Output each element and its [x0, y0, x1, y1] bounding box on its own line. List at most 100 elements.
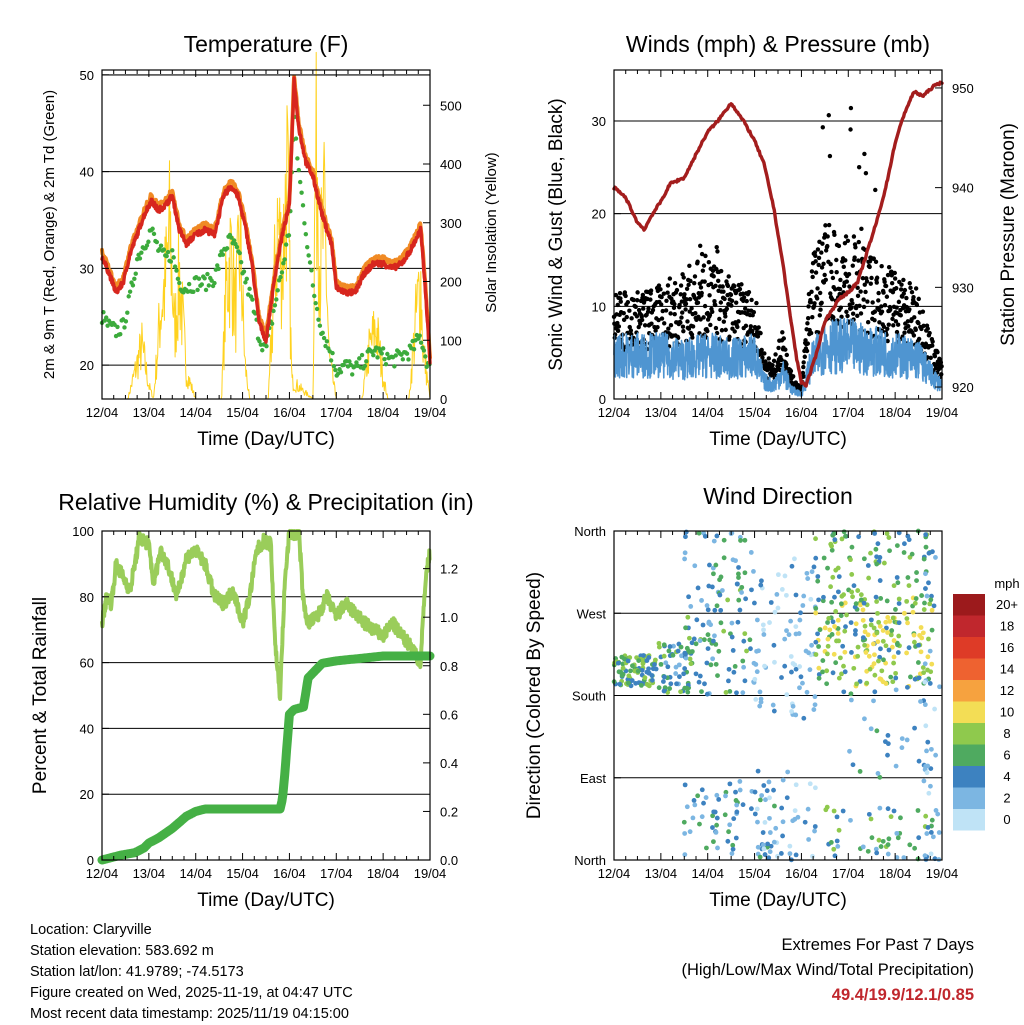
direction-point: [682, 556, 688, 562]
direction-point: [759, 578, 764, 584]
direction-point: [784, 692, 790, 698]
dewpoint-point: [293, 136, 299, 141]
gust-point: [636, 307, 642, 313]
legend-label: 4: [1003, 769, 1010, 784]
direction-point: [893, 763, 899, 769]
gust-point: [846, 271, 852, 277]
y-tick-label: 20: [80, 787, 94, 802]
gust-point: [683, 301, 689, 307]
dewpoint-point: [127, 289, 133, 294]
y-right-tick-label: 1.0: [440, 610, 458, 625]
direction-point: [924, 770, 930, 776]
direction-point: [824, 668, 830, 674]
legend-label: 18: [1000, 619, 1014, 634]
wind-direction-chart: 12/04 13/04 14/04 15/04 16/04 17/04 18/04 19/04…: [524, 483, 1020, 911]
gust-point: [680, 310, 685, 315]
gust-point: [825, 243, 830, 249]
direction-point: [923, 571, 928, 577]
direction-point: [767, 830, 773, 835]
direction-point: [831, 846, 837, 852]
gust-point: [729, 303, 734, 308]
direction-point: [749, 587, 754, 593]
direction-point: [849, 572, 855, 577]
gust-point: [692, 280, 697, 286]
dewpoint-point: [385, 351, 390, 357]
x-tick-label: 14/04: [179, 866, 212, 881]
dewpoint-point: [203, 287, 209, 293]
dewpoint-point: [406, 357, 411, 362]
gust-point: [843, 234, 849, 239]
direction-point: [847, 748, 852, 754]
direction-point: [798, 610, 803, 616]
direction-point: [713, 661, 719, 667]
gust-point: [873, 259, 879, 265]
direction-point: [615, 660, 621, 666]
gust-point: [710, 268, 716, 274]
direction-point: [821, 555, 827, 561]
y-tick-label: North: [574, 853, 606, 868]
figure-created: Figure created on Wed, 2025-11-19, at 04…: [30, 985, 353, 1001]
direction-point: [700, 622, 706, 628]
direction-point: [729, 620, 735, 626]
direction-point: [911, 632, 917, 638]
x-axis-label: Time (Day/UTC): [197, 890, 335, 911]
direction-point: [919, 593, 925, 598]
gust-point: [712, 298, 717, 304]
direction-point: [730, 846, 736, 852]
direction-point: [713, 562, 719, 568]
direction-point: [862, 642, 868, 648]
direction-point: [725, 597, 731, 603]
direction-point: [906, 537, 912, 543]
gust-point: [888, 307, 893, 312]
direction-point: [822, 625, 828, 631]
direction-point: [701, 637, 707, 643]
direction-point: [836, 675, 842, 681]
direction-point: [876, 837, 882, 843]
direction-point: [928, 851, 934, 857]
gust-point: [889, 280, 895, 286]
gust-point: [618, 299, 623, 304]
dewpoint-point: [202, 276, 207, 281]
direction-point: [833, 609, 839, 614]
direction-point: [682, 550, 688, 556]
dewpoint-point: [224, 246, 230, 251]
direction-point: [896, 620, 902, 626]
gust-point: [743, 306, 748, 311]
dewpoint-point: [199, 282, 205, 287]
direction-point: [804, 689, 810, 695]
y-axis-label: Percent & Total Rainfall: [30, 597, 51, 794]
gust-point: [828, 291, 833, 296]
direction-point: [929, 817, 935, 823]
direction-point: [650, 666, 656, 672]
dewpoint-point: [331, 364, 337, 369]
gust-point: [810, 274, 815, 280]
gust-point: [687, 309, 692, 314]
gust-point: [734, 300, 739, 305]
direction-point: [884, 531, 890, 536]
x-tick-label: 13/04: [645, 405, 678, 420]
y-right-tick-label: 0.0: [440, 853, 458, 868]
direction-point: [896, 633, 902, 639]
direction-point: [872, 652, 877, 658]
gust-point: [879, 304, 884, 309]
dewpoint-point: [278, 274, 283, 280]
gust-point: [912, 315, 917, 320]
direction-point: [686, 649, 692, 655]
direction-point: [747, 637, 753, 643]
direction-point: [683, 655, 689, 661]
dewpoint-point: [215, 263, 220, 268]
gust-point: [756, 325, 761, 330]
direction-point: [793, 852, 799, 858]
direction-point: [877, 774, 883, 780]
x-tick-label: 18/04: [879, 405, 912, 420]
y-right-axis-label: Station Pressure (Maroon): [998, 123, 1019, 346]
direction-point: [929, 607, 935, 613]
gust-point: [621, 317, 627, 323]
direction-point: [875, 610, 880, 616]
direction-point: [906, 645, 912, 651]
x-tick-label: 16/04: [785, 866, 818, 881]
gust-point: [863, 170, 869, 176]
direction-point: [935, 811, 941, 817]
gust-point: [886, 264, 892, 270]
legend-label: 16: [1000, 640, 1014, 655]
